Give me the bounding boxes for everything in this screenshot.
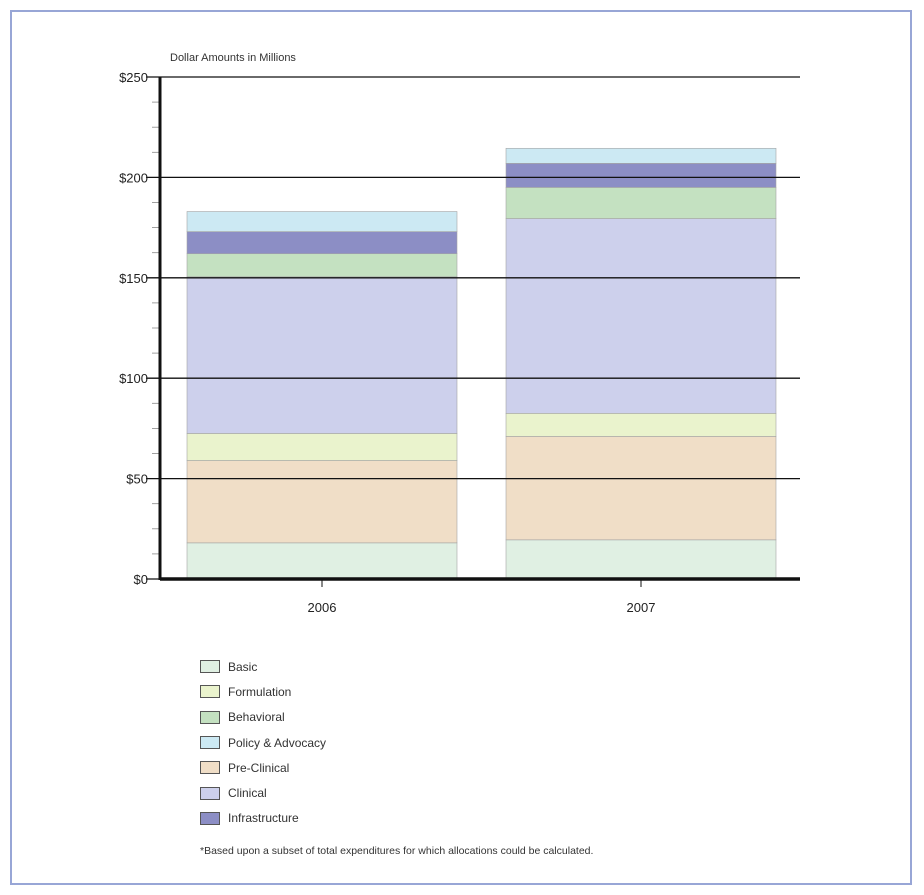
legend-swatch bbox=[200, 811, 220, 825]
bar-2007-pre-clinical bbox=[505, 436, 777, 541]
legend-swatch bbox=[200, 736, 220, 750]
bar-2006-policy-advocacy bbox=[186, 211, 458, 232]
legend-label: Pre-Clinical bbox=[228, 760, 290, 775]
legend-label: Clinical bbox=[228, 786, 267, 801]
legend-swatch bbox=[200, 710, 220, 724]
bar-2006-clinical bbox=[186, 276, 458, 434]
y-tick-label: $0 bbox=[134, 572, 148, 587]
legend-item-behavioral: Behavioral bbox=[200, 705, 326, 730]
bar-2006-basic bbox=[186, 542, 458, 580]
y-tick-label: $200 bbox=[119, 170, 148, 185]
y-tick-label: $50 bbox=[126, 472, 148, 487]
legend-label: Basic bbox=[228, 659, 258, 674]
bar-2006-infrastructure bbox=[186, 231, 458, 255]
bar-2007-infrastructure bbox=[505, 163, 777, 188]
legend-label: Formulation bbox=[228, 684, 292, 699]
bar-2007-behavioral bbox=[505, 187, 777, 219]
legend-item-formulation: Formulation bbox=[200, 679, 326, 704]
y-tick-label: $100 bbox=[119, 371, 148, 386]
x-tick-label: 2006 bbox=[308, 600, 337, 615]
bar-2007-formulation bbox=[505, 413, 777, 437]
legend-item-pre-clinical: Pre-Clinical bbox=[200, 755, 326, 780]
legend-item-policy-advocacy: Policy & Advocacy bbox=[200, 730, 326, 755]
legend-item-basic: Basic bbox=[200, 654, 326, 679]
legend-swatch bbox=[200, 786, 220, 800]
bar-2007-clinical bbox=[505, 218, 777, 414]
legend: Basic Formulation Behavioral Policy & Advoc… bbox=[200, 654, 326, 831]
legend-label: Policy & Advocacy bbox=[228, 735, 327, 750]
legend-swatch bbox=[200, 660, 220, 674]
bar-2007-basic bbox=[505, 539, 777, 580]
legend-swatch bbox=[200, 761, 220, 775]
legend-item-clinical: Clinical bbox=[200, 780, 326, 805]
x-tick-label: 2007 bbox=[627, 600, 656, 615]
legend-label: Infrastructure bbox=[228, 811, 299, 826]
legend-label: Behavioral bbox=[228, 710, 285, 725]
y-tick-label: $150 bbox=[119, 271, 148, 286]
bar-2006-behavioral bbox=[186, 253, 458, 278]
legend-swatch bbox=[200, 685, 220, 699]
bar-2006-pre-clinical bbox=[186, 460, 458, 544]
y-tick-label: $250 bbox=[119, 70, 148, 85]
legend-item-infrastructure: Infrastructure bbox=[200, 806, 326, 831]
bar-2007-policy-advocacy bbox=[505, 147, 777, 164]
stacked-bar-chart: Dollar Amounts in Millions $0 $50 $100 $150 $… bbox=[119, 52, 800, 615]
bar-2006-formulation bbox=[186, 433, 458, 461]
y-axis-title: Dollar Amounts in Millions bbox=[170, 52, 296, 64]
footnote: *Based upon a subset of total expenditur… bbox=[200, 845, 594, 857]
